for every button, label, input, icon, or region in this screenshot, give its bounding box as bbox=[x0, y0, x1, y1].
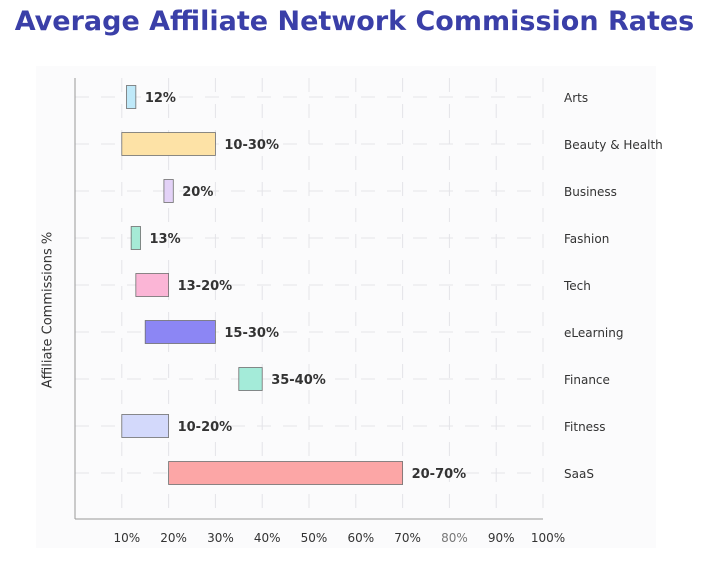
category-label: Fitness bbox=[564, 420, 606, 434]
bar-arts bbox=[126, 85, 137, 109]
category-label: Finance bbox=[564, 373, 610, 387]
x-tick-label: 30% bbox=[207, 531, 234, 545]
category-label: Arts bbox=[564, 91, 588, 105]
x-tick-label: 10% bbox=[113, 531, 140, 545]
bar-beauty-health bbox=[121, 132, 216, 156]
y-axis-label: Affiliate Commissions % bbox=[40, 231, 56, 389]
category-label: Beauty & Health bbox=[564, 138, 663, 152]
x-tick-label: 100% bbox=[531, 531, 565, 545]
bar-value-label: 15-30% bbox=[224, 326, 279, 341]
bars: 12% Arts 10-30% Beauty & Health 20% Business 1… bbox=[121, 85, 663, 485]
bar-value-label: 20% bbox=[182, 185, 213, 200]
bar-value-label: 10-30% bbox=[224, 138, 279, 153]
x-tick-label: 50% bbox=[301, 531, 328, 545]
bar-value-label: 13% bbox=[150, 232, 181, 247]
bar-value-label: 13-20% bbox=[178, 279, 233, 294]
category-label: eLearning bbox=[564, 326, 623, 340]
bar-fitness bbox=[121, 414, 170, 438]
x-tick-label: 40% bbox=[254, 531, 281, 545]
category-label: Fashion bbox=[564, 232, 609, 246]
chart-title: Average Affiliate Network Commission Rat… bbox=[14, 6, 695, 37]
bar-tech bbox=[135, 273, 169, 297]
bar-value-label: 35-40% bbox=[271, 373, 326, 388]
category-label: Business bbox=[564, 185, 617, 199]
bar-elearning bbox=[144, 320, 216, 344]
bar-value-label: 12% bbox=[145, 91, 176, 106]
category-label: Tech bbox=[563, 279, 591, 293]
bar-business bbox=[163, 179, 174, 203]
x-tick-label: 20% bbox=[160, 531, 187, 545]
x-tick-labels: 10% 20% 30% 40% 50% 60% 70% 80% 90% 100% bbox=[113, 531, 565, 545]
bar-saas bbox=[168, 461, 404, 485]
category-label: SaaS bbox=[564, 467, 594, 481]
x-tick-label: 70% bbox=[394, 531, 421, 545]
x-tick-label: 60% bbox=[347, 531, 374, 545]
bar-fashion bbox=[130, 226, 141, 250]
x-tick-label: 90% bbox=[488, 531, 515, 545]
bar-value-label: 20-70% bbox=[412, 467, 467, 482]
bar-value-label: 10-20% bbox=[178, 420, 233, 435]
x-tick-label: 80% bbox=[441, 531, 468, 545]
bar-finance bbox=[238, 367, 263, 391]
